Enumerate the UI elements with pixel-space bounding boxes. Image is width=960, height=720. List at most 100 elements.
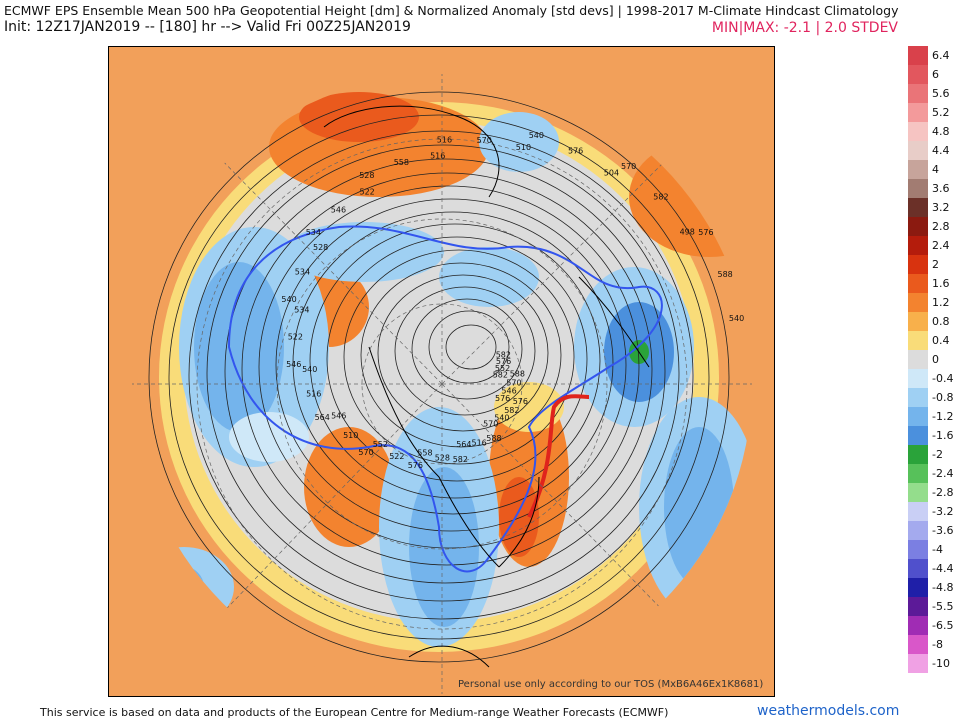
legend-swatch bbox=[908, 635, 928, 654]
chart-title: ECMWF EPS Ensemble Mean 500 hPa Geopoten… bbox=[4, 3, 899, 18]
contour-label: 582 bbox=[504, 406, 519, 415]
legend-label: -1.2 bbox=[932, 410, 954, 423]
contour-label: 582 bbox=[493, 371, 508, 380]
legend-label: 1.6 bbox=[932, 277, 950, 290]
contour-label: 588 bbox=[486, 434, 501, 443]
contour-label: 552 bbox=[495, 364, 510, 373]
legend-label: 0 bbox=[932, 353, 939, 366]
legend-swatch bbox=[908, 597, 928, 616]
legend-swatch bbox=[908, 426, 928, 445]
legend-swatch bbox=[908, 578, 928, 597]
contour-label: 558 bbox=[417, 449, 432, 458]
contour-label: 534 bbox=[295, 268, 310, 277]
contour-label: 522 bbox=[360, 188, 375, 197]
contour-label: 558 bbox=[394, 158, 409, 167]
contour-label: 570 bbox=[621, 162, 636, 171]
legend-swatch bbox=[908, 84, 928, 103]
legend-label: -4 bbox=[932, 543, 943, 556]
legend-swatch bbox=[908, 122, 928, 141]
legend-swatch bbox=[908, 293, 928, 312]
contour-label: 576 bbox=[496, 357, 511, 366]
contour-label: 534 bbox=[294, 306, 309, 315]
legend-swatch bbox=[908, 179, 928, 198]
legend-label: 6 bbox=[932, 68, 939, 81]
legend-swatch bbox=[908, 160, 928, 179]
contour-label: 570 bbox=[358, 448, 373, 457]
contour-label: 582 bbox=[496, 350, 511, 359]
legend-label: -2.4 bbox=[932, 467, 954, 480]
legend-swatch bbox=[908, 445, 928, 464]
legend-label: -6.5 bbox=[932, 619, 954, 632]
legend-swatch bbox=[908, 236, 928, 255]
legend-swatch bbox=[908, 217, 928, 236]
contour-label: 582 bbox=[453, 455, 468, 464]
legend-swatch bbox=[908, 255, 928, 274]
legend-swatch bbox=[908, 103, 928, 122]
contour-label: 498 bbox=[680, 227, 695, 236]
legend-label: -2 bbox=[932, 448, 943, 461]
legend-label: 2 bbox=[932, 258, 939, 271]
legend-swatch bbox=[908, 388, 928, 407]
contour-label: 546 bbox=[331, 206, 346, 215]
contour-label: 546 bbox=[286, 360, 301, 369]
contour-label: 540 bbox=[729, 314, 744, 323]
contour-label: 564 bbox=[456, 440, 471, 449]
contour-label: 540 bbox=[302, 365, 317, 374]
contour-label: 522 bbox=[288, 333, 303, 342]
legend-swatch bbox=[908, 312, 928, 331]
legend-label: -10 bbox=[932, 657, 950, 670]
contour-label: 582 bbox=[653, 192, 668, 201]
legend-label: -5.5 bbox=[932, 600, 954, 613]
contour-label: 504 bbox=[604, 168, 619, 177]
contour-label: 588 bbox=[718, 270, 733, 279]
legend-swatch bbox=[908, 483, 928, 502]
legend-swatch bbox=[908, 274, 928, 293]
contour-label: 576 bbox=[513, 397, 528, 406]
contour-label: 516 bbox=[437, 136, 452, 145]
contour-label: 576 bbox=[408, 461, 423, 470]
legend-label: 4 bbox=[932, 163, 939, 176]
contour-label: 570 bbox=[477, 136, 492, 145]
legend-swatch bbox=[908, 540, 928, 559]
contour-label: 510 bbox=[343, 431, 358, 440]
legend-swatch bbox=[908, 521, 928, 540]
legend-swatch bbox=[908, 65, 928, 84]
min-max-label: MIN|MAX: -2.1 | 2.0 STDEV bbox=[711, 20, 898, 36]
legend-swatch bbox=[908, 141, 928, 160]
personal-use-note: Personal use only according to our TOS (… bbox=[458, 679, 764, 690]
legend-label: 3.6 bbox=[932, 182, 950, 195]
legend-label: 1.2 bbox=[932, 296, 950, 309]
footer-service-text: This service is based on data and produc… bbox=[40, 706, 669, 719]
contour-label: 534 bbox=[306, 228, 321, 237]
contour-label: 546 bbox=[331, 412, 346, 421]
contour-label: 540 bbox=[494, 414, 509, 423]
legend-swatch bbox=[908, 464, 928, 483]
contour-label: 522 bbox=[389, 452, 404, 461]
legend-label: 3.2 bbox=[932, 201, 950, 214]
legend-swatch bbox=[908, 46, 928, 65]
legend-label: -0.4 bbox=[932, 372, 954, 385]
legend-swatch bbox=[908, 502, 928, 521]
legend-swatch bbox=[908, 654, 928, 673]
legend-label: 5.2 bbox=[932, 106, 950, 119]
contour-label: 576 bbox=[495, 394, 510, 403]
legend-label: 2.4 bbox=[932, 239, 950, 252]
legend-label: 0.8 bbox=[932, 315, 950, 328]
brand-link[interactable]: weathermodels.com bbox=[757, 703, 900, 719]
contour-label: 528 bbox=[313, 243, 328, 252]
legend-label: -3.2 bbox=[932, 505, 954, 518]
legend-swatch bbox=[908, 369, 928, 388]
legend-label: 0.4 bbox=[932, 334, 950, 347]
contour-label: 546 bbox=[501, 387, 516, 396]
anomaly-field bbox=[132, 74, 752, 694]
legend-label: 4.4 bbox=[932, 144, 950, 157]
contour-label: 516 bbox=[472, 438, 487, 447]
legend-swatch bbox=[908, 407, 928, 426]
legend-swatch bbox=[908, 559, 928, 578]
legend-swatch bbox=[908, 331, 928, 350]
legend-label: -8 bbox=[932, 638, 943, 651]
contour-label: 588 bbox=[510, 369, 525, 378]
legend-label: -0.8 bbox=[932, 391, 954, 404]
legend-label: 4.8 bbox=[932, 125, 950, 138]
contour-label: 528 bbox=[359, 171, 374, 180]
